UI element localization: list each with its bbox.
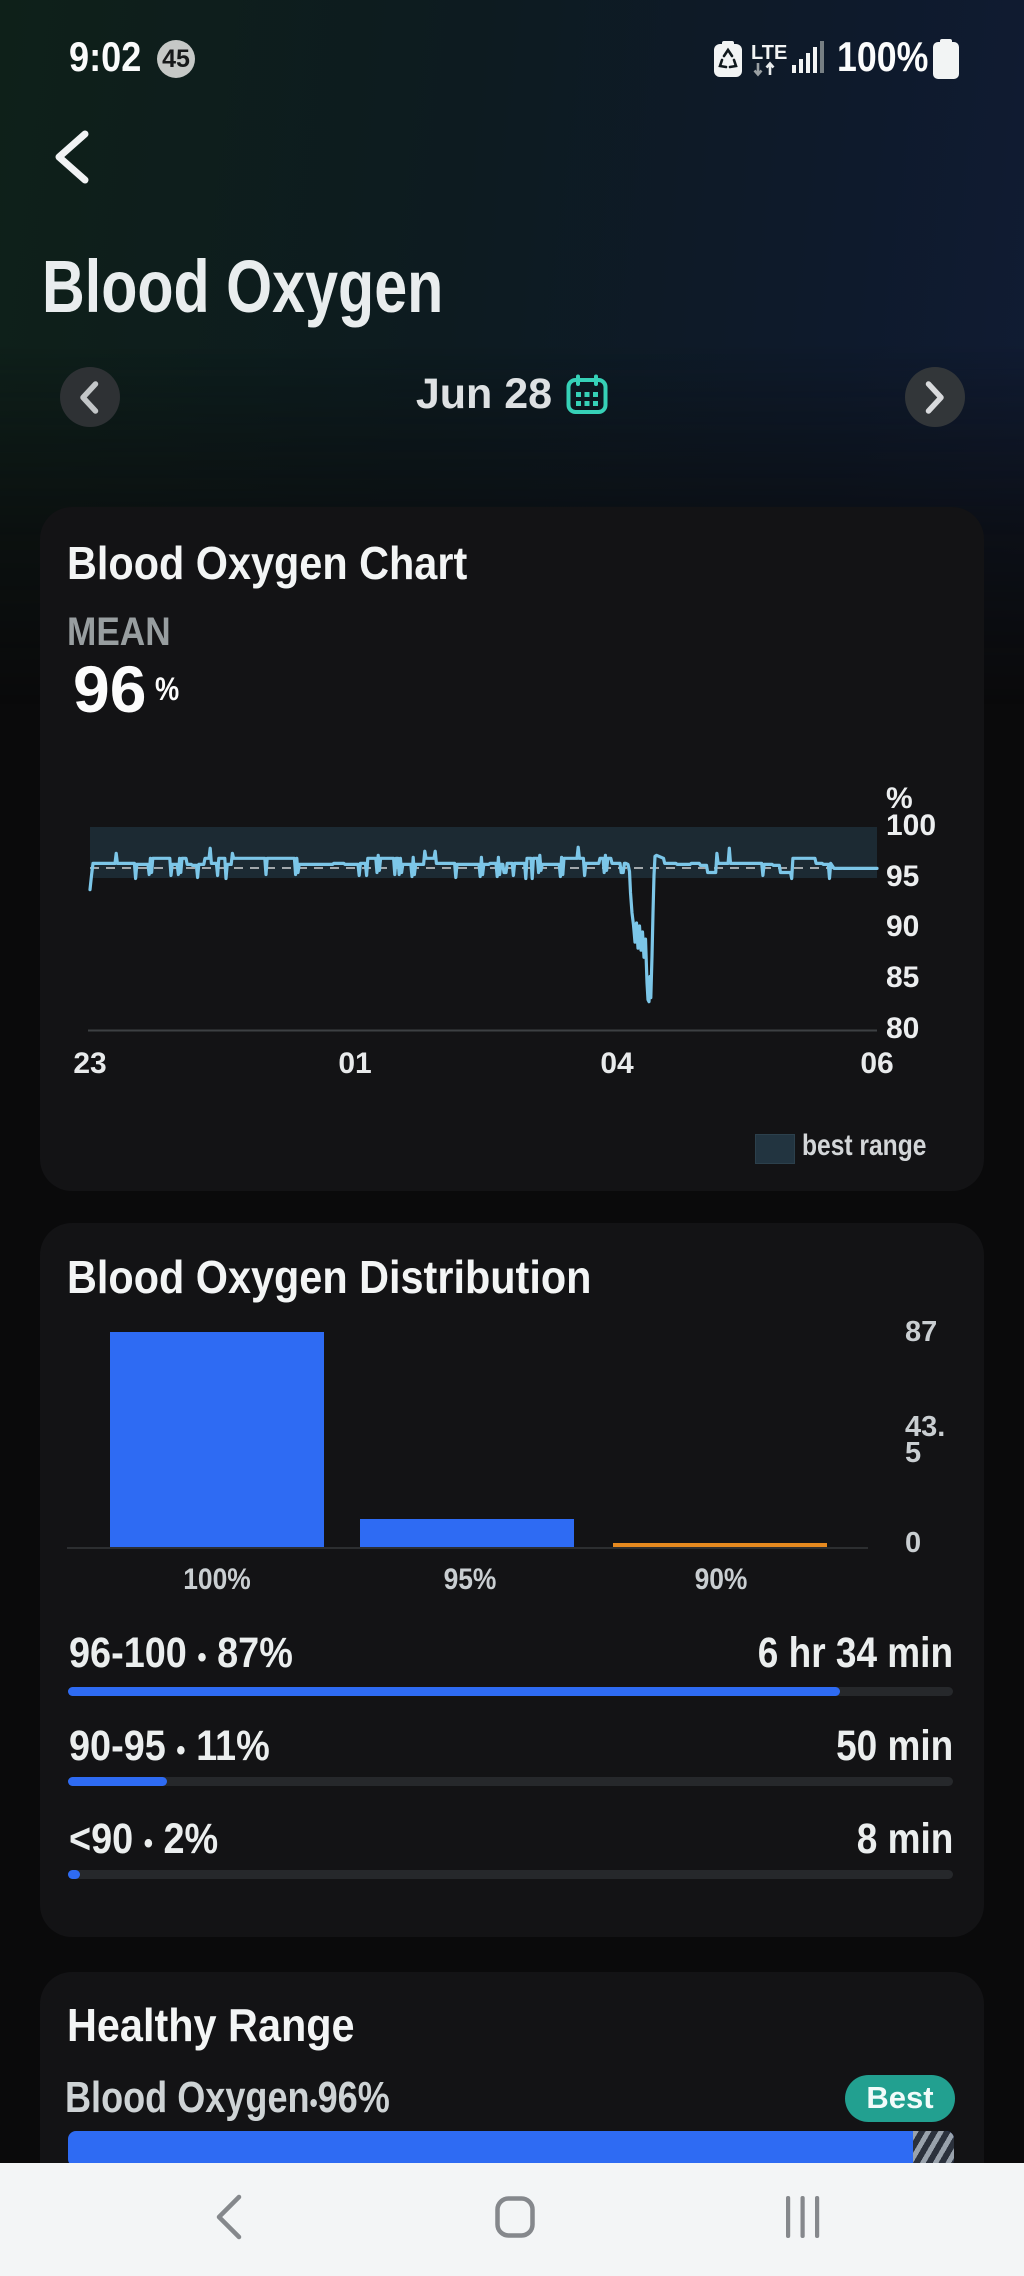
svg-text:LTE: LTE (751, 42, 787, 64)
